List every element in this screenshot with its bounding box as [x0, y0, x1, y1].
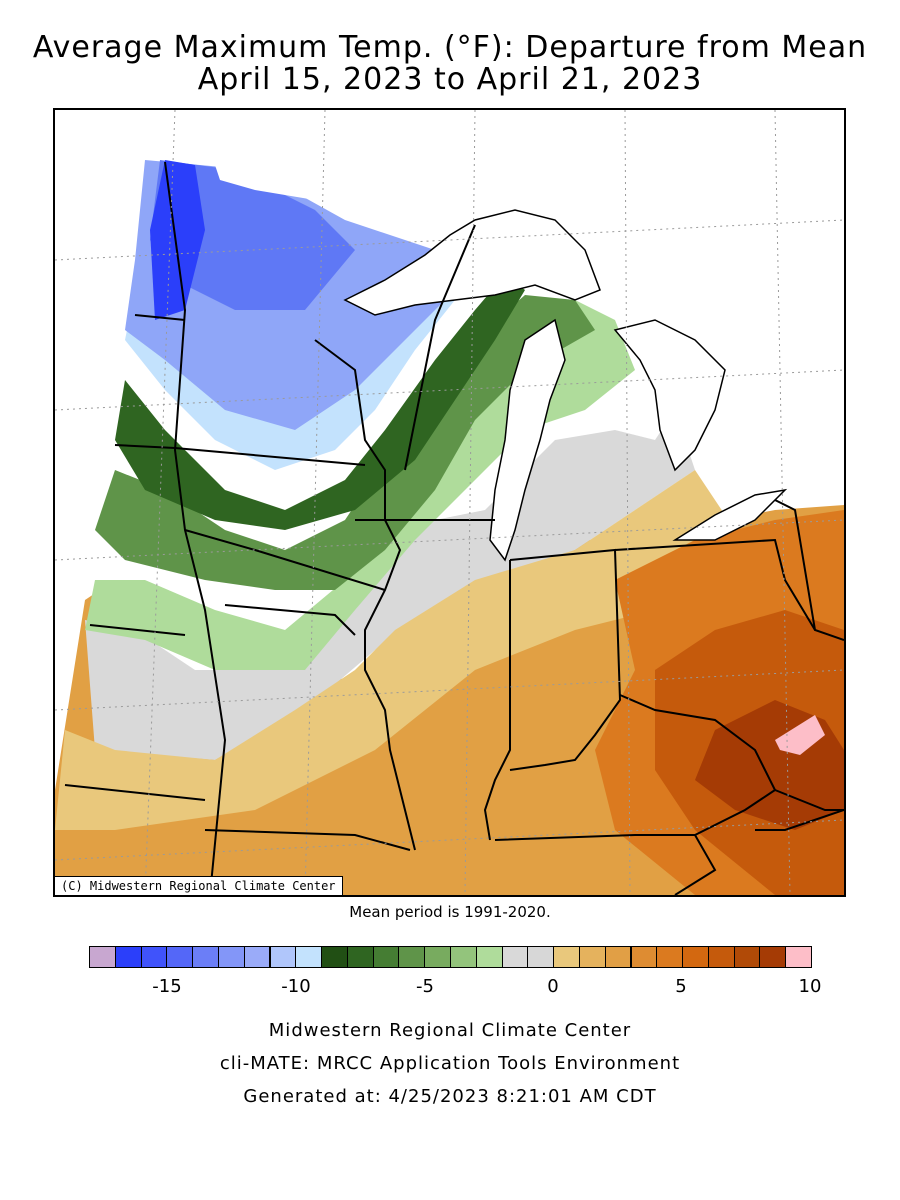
- legend-swatch: [424, 946, 451, 968]
- state-boundaries: [64, 161, 844, 895]
- legend-swatch: [450, 946, 477, 968]
- zone-green-dark: [115, 275, 525, 530]
- legend-tick: 5: [675, 976, 687, 997]
- lake-huron: [615, 320, 725, 470]
- legend-tick: -15: [152, 976, 182, 997]
- footer-generated: Generated at: 4/25/2023 8:21:01 AM CDT: [243, 1086, 657, 1107]
- legend-tick: 0: [547, 976, 559, 997]
- legend-swatch: [372, 946, 400, 968]
- legend-swatch: [321, 946, 348, 968]
- legend-swatch: [398, 946, 426, 968]
- map-panel: (C) Midwestern Regional Climate Center: [53, 108, 846, 897]
- map-subtitle: April 15, 2023 to April 21, 2023: [197, 62, 703, 97]
- legend-swatch: [733, 946, 761, 968]
- map-title: Average Maximum Temp. (°F): Departure fr…: [32, 30, 868, 65]
- legend-swatch: [656, 946, 684, 968]
- zone-warm-light: [55, 470, 844, 830]
- legend-swatch: [295, 946, 323, 968]
- zone-neutral: [85, 410, 695, 760]
- legend-swatch: [243, 946, 271, 968]
- legend-tick: -5: [416, 976, 434, 997]
- zone-cold-core: [150, 160, 205, 320]
- legend-swatch: [166, 946, 194, 968]
- footer-org: Midwestern Regional Climate Center: [268, 1020, 632, 1041]
- legend-swatch: [578, 946, 606, 968]
- ontario-area: [455, 110, 844, 510]
- legend-swatch: [501, 946, 529, 968]
- copyright-label: (C) Midwestern Regional Climate Center: [55, 876, 343, 895]
- legend-swatch: [192, 946, 219, 968]
- legend-swatch: [475, 946, 503, 968]
- legend-swatch: [269, 946, 297, 968]
- lake-superior: [345, 210, 600, 315]
- legend-swatch: [217, 946, 245, 968]
- legend-swatch: [630, 946, 658, 968]
- mean-period-note: Mean period is 1991-2020.: [349, 903, 551, 921]
- lake-michigan: [490, 320, 565, 560]
- legend-swatch: [759, 946, 787, 968]
- legend-tick: 10: [798, 976, 822, 997]
- color-legend: [89, 946, 812, 970]
- graticule: [55, 110, 844, 895]
- legend-swatch: [553, 946, 580, 968]
- legend-swatch: [682, 946, 709, 968]
- departure-map: [55, 110, 844, 895]
- legend-swatch: [707, 946, 735, 968]
- legend-swatch: [114, 946, 142, 968]
- north-edge-white: [215, 165, 355, 200]
- legend-swatch: [346, 946, 374, 968]
- legend-ticks: -15 -10 -5 0 5 10: [0, 976, 900, 1000]
- legend-swatch: [785, 946, 812, 968]
- zone-cold: [150, 160, 355, 310]
- legend-swatch: [140, 946, 168, 968]
- zone-extreme: [775, 715, 825, 755]
- legend-swatch: [527, 946, 555, 968]
- legend-swatch: [604, 946, 632, 968]
- legend-tick: -10: [281, 976, 311, 997]
- legend-swatch: [89, 946, 116, 968]
- footer-tool: cli-MATE: MRCC Application Tools Environ…: [219, 1053, 681, 1074]
